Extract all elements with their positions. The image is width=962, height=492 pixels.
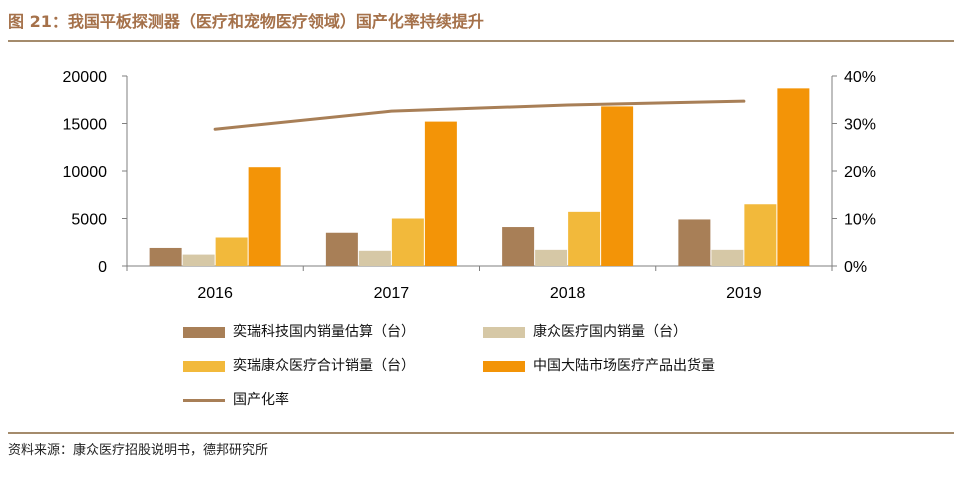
y-tick-label-left: 0 bbox=[98, 259, 107, 276]
legend-swatch-market-shipments bbox=[483, 361, 525, 372]
x-tick-label: 2019 bbox=[726, 285, 762, 302]
y-tick-label-right: 10% bbox=[844, 212, 876, 229]
bar bbox=[215, 237, 248, 266]
x-tick-label: 2016 bbox=[197, 285, 233, 302]
line-point bbox=[567, 104, 569, 106]
bar bbox=[424, 121, 457, 266]
bar bbox=[777, 88, 810, 266]
y-tick-label-left: 5000 bbox=[71, 212, 107, 229]
y-tick-label-right: 30% bbox=[844, 117, 876, 134]
footer-divider bbox=[8, 432, 954, 434]
combo-chart: 0 5000 10000 15000 20000 0% 10% 20% 30% 40% 2016 20… bbox=[63, 69, 877, 302]
legend-line-localization-rate bbox=[183, 399, 225, 402]
y-tick-label-right: 40% bbox=[844, 69, 876, 86]
line-point bbox=[214, 128, 216, 130]
bar bbox=[601, 106, 634, 267]
bar bbox=[149, 247, 182, 266]
x-tick-label: 2017 bbox=[374, 285, 410, 302]
legend-label: 奕瑞康众医疗合计销量（台） bbox=[233, 358, 415, 374]
bar bbox=[535, 249, 568, 266]
legend-label: 奕瑞科技国内销量估算（台） bbox=[233, 324, 415, 340]
bar bbox=[325, 232, 358, 266]
legend-label: 中国大陆市场医疗产品出货量 bbox=[533, 358, 715, 374]
bar bbox=[182, 254, 215, 266]
x-tick-label: 2018 bbox=[550, 285, 586, 302]
bar bbox=[568, 211, 601, 266]
title-divider bbox=[8, 40, 954, 42]
bar bbox=[502, 227, 535, 266]
legend-swatch-kangzhong-domestic bbox=[483, 327, 525, 338]
bar bbox=[391, 218, 424, 266]
source-note: 资料来源：康众医疗招股说明书，德邦研究所 bbox=[8, 443, 269, 458]
legend-swatch-combined-sales bbox=[183, 361, 225, 372]
bar bbox=[358, 250, 391, 266]
bar bbox=[744, 204, 777, 266]
bar bbox=[711, 249, 744, 266]
y-tick-label-right: 0% bbox=[844, 259, 867, 276]
line-point bbox=[743, 100, 745, 102]
line-series-localization-rate bbox=[213, 99, 746, 131]
y-tick-label-right: 20% bbox=[844, 164, 876, 181]
line-point bbox=[390, 110, 392, 112]
y-tick-label-left: 15000 bbox=[63, 117, 108, 134]
y-tick-label-left: 20000 bbox=[63, 69, 108, 86]
chart-title: 图 21：我国平板探测器（医疗和宠物医疗领域）国产化率持续提升 bbox=[8, 12, 484, 31]
legend-swatch-yirui-domestic bbox=[183, 327, 225, 338]
bar bbox=[248, 167, 281, 266]
legend-label: 国产化率 bbox=[233, 392, 289, 408]
legend-label: 康众医疗国内销量（台） bbox=[533, 324, 687, 340]
bar bbox=[678, 219, 711, 266]
y-tick-label-left: 10000 bbox=[63, 164, 108, 181]
